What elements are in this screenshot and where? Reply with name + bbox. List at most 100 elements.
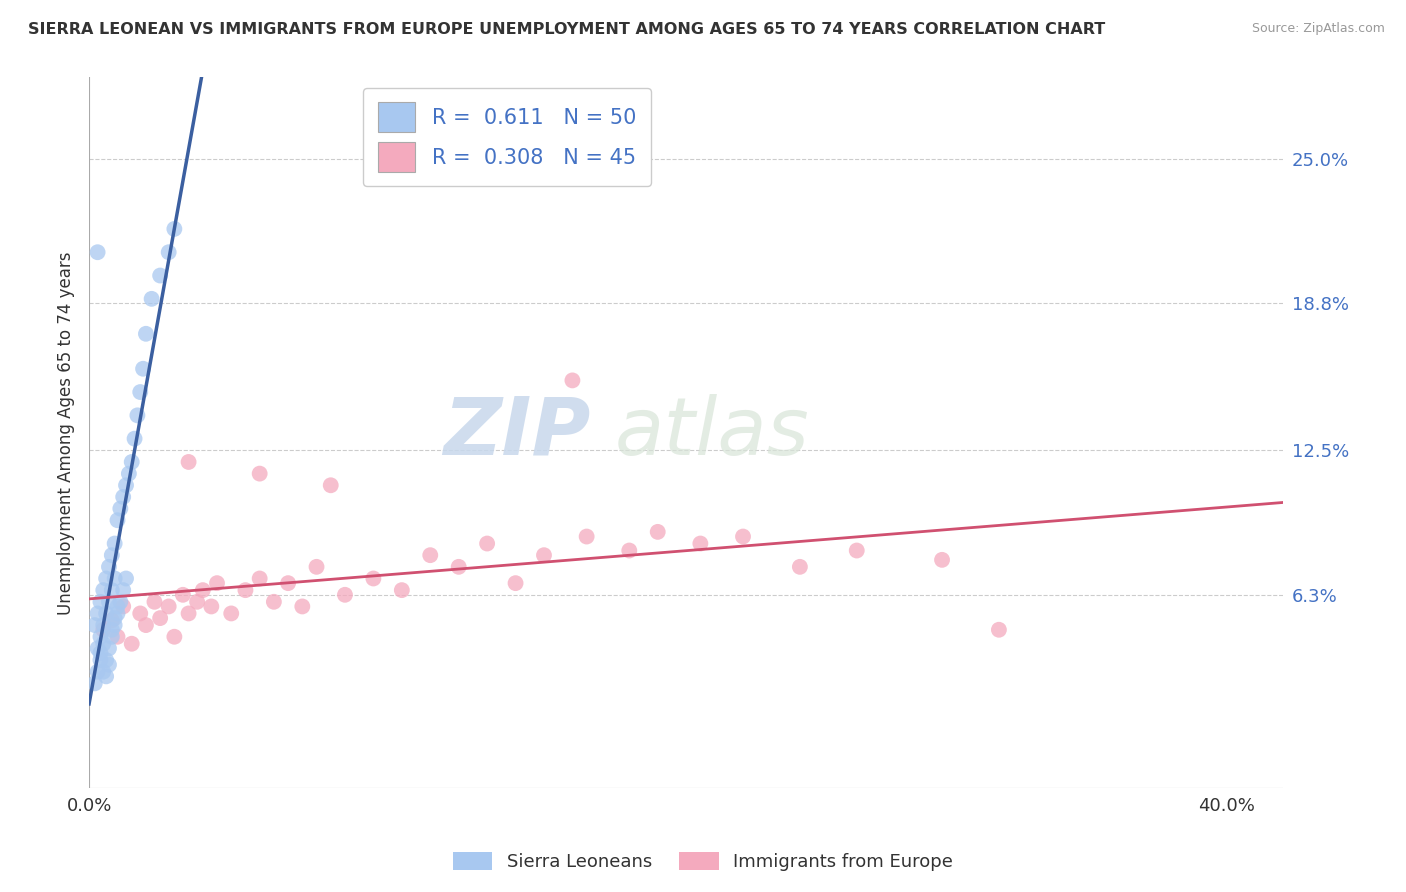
Point xyxy=(98,559,121,574)
Legend: Sierra Leoneans, Immigrants from Europe: Sierra Leoneans, Immigrants from Europe xyxy=(446,845,960,879)
Point xyxy=(94,669,117,683)
Point xyxy=(110,595,132,609)
Point xyxy=(235,583,257,598)
Point xyxy=(91,618,114,632)
Point xyxy=(129,607,152,621)
Point xyxy=(98,657,121,672)
Point xyxy=(647,524,669,539)
Point xyxy=(127,409,149,423)
Point xyxy=(112,490,135,504)
Point xyxy=(163,630,186,644)
Point xyxy=(83,676,105,690)
Point xyxy=(419,548,441,562)
Point xyxy=(447,559,470,574)
Point xyxy=(931,553,953,567)
Point xyxy=(319,478,342,492)
Point xyxy=(104,536,127,550)
Point xyxy=(104,572,127,586)
Point xyxy=(98,595,121,609)
Point xyxy=(291,599,314,614)
Point xyxy=(101,623,124,637)
Point xyxy=(129,385,152,400)
Point xyxy=(363,572,385,586)
Point xyxy=(219,607,242,621)
Point xyxy=(249,572,271,586)
Point xyxy=(987,623,1010,637)
Point xyxy=(91,665,114,679)
Point xyxy=(104,611,127,625)
Point xyxy=(121,455,143,469)
Point xyxy=(277,576,299,591)
Point xyxy=(177,455,200,469)
Point xyxy=(89,630,111,644)
Point xyxy=(91,583,114,598)
Point xyxy=(135,326,157,341)
Point xyxy=(132,361,155,376)
Point xyxy=(86,607,108,621)
Point xyxy=(143,595,166,609)
Point xyxy=(533,548,555,562)
Point xyxy=(101,583,124,598)
Point xyxy=(107,513,129,527)
Point xyxy=(135,618,157,632)
Point xyxy=(112,583,135,598)
Point xyxy=(305,559,328,574)
Point xyxy=(89,646,111,660)
Point xyxy=(157,245,180,260)
Point xyxy=(505,576,527,591)
Point xyxy=(263,595,285,609)
Point xyxy=(112,599,135,614)
Point xyxy=(118,467,141,481)
Point xyxy=(177,607,200,621)
Point xyxy=(94,653,117,667)
Point xyxy=(91,623,114,637)
Point xyxy=(86,641,108,656)
Point xyxy=(186,595,208,609)
Point xyxy=(575,530,598,544)
Point xyxy=(110,501,132,516)
Point xyxy=(149,611,172,625)
Point xyxy=(789,559,811,574)
Point xyxy=(731,530,754,544)
Point xyxy=(101,630,124,644)
Point xyxy=(124,432,146,446)
Point xyxy=(89,653,111,667)
Point xyxy=(172,588,194,602)
Text: atlas: atlas xyxy=(614,394,810,472)
Legend: R =  0.611   N = 50, R =  0.308   N = 45: R = 0.611 N = 50, R = 0.308 N = 45 xyxy=(363,87,651,186)
Point xyxy=(91,637,114,651)
Point xyxy=(89,595,111,609)
Point xyxy=(86,245,108,260)
Text: SIERRA LEONEAN VS IMMIGRANTS FROM EUROPE UNEMPLOYMENT AMONG AGES 65 TO 74 YEARS : SIERRA LEONEAN VS IMMIGRANTS FROM EUROPE… xyxy=(28,22,1105,37)
Point xyxy=(561,373,583,387)
Point xyxy=(115,478,138,492)
Point xyxy=(107,599,129,614)
Point xyxy=(141,292,163,306)
Point xyxy=(98,641,121,656)
Point xyxy=(191,583,214,598)
Text: ZIP: ZIP xyxy=(443,394,591,472)
Point xyxy=(115,572,138,586)
Point xyxy=(475,536,498,550)
Point xyxy=(333,588,356,602)
Text: Source: ZipAtlas.com: Source: ZipAtlas.com xyxy=(1251,22,1385,36)
Point xyxy=(249,467,271,481)
Point xyxy=(94,607,117,621)
Point xyxy=(107,630,129,644)
Y-axis label: Unemployment Among Ages 65 to 74 years: Unemployment Among Ages 65 to 74 years xyxy=(58,251,75,615)
Point xyxy=(104,618,127,632)
Point xyxy=(121,637,143,651)
Point xyxy=(619,543,641,558)
Point xyxy=(205,576,228,591)
Point xyxy=(94,572,117,586)
Point xyxy=(149,268,172,283)
Point xyxy=(845,543,868,558)
Point xyxy=(83,618,105,632)
Point xyxy=(101,548,124,562)
Point xyxy=(86,665,108,679)
Point xyxy=(157,599,180,614)
Point xyxy=(107,607,129,621)
Point xyxy=(391,583,413,598)
Point xyxy=(163,222,186,236)
Point xyxy=(200,599,222,614)
